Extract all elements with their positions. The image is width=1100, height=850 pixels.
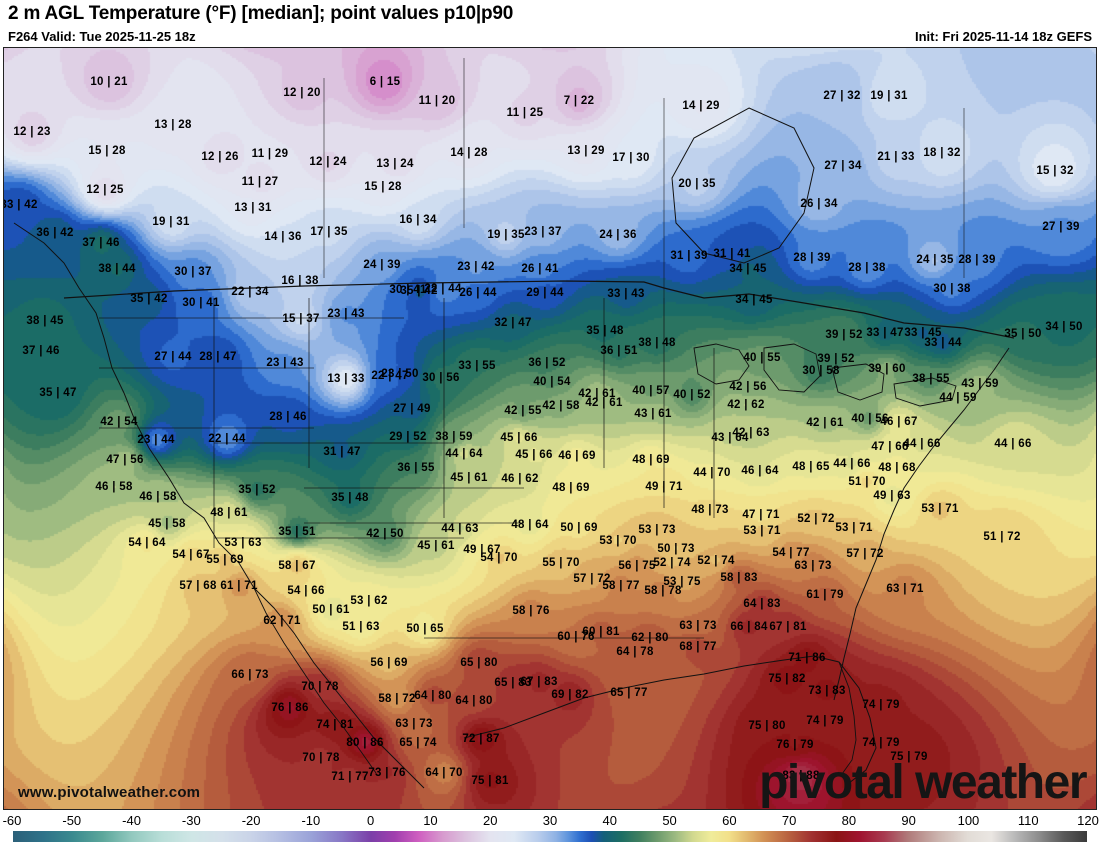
site-url-watermark: www.pivotalweather.com bbox=[18, 784, 201, 801]
colorbar-tick: -40 bbox=[122, 813, 141, 828]
map-panel[interactable]: 10 | 21 12 | 20 12 | 23 13 | 28 6 | 15 11 | 2… bbox=[3, 47, 1097, 810]
colorbar-tick: 0 bbox=[367, 813, 375, 828]
colorbar-gradient bbox=[12, 830, 1088, 843]
colorbar-tick: -20 bbox=[241, 813, 261, 828]
map-borders-overlay bbox=[13, 58, 1015, 789]
colorbar-tick: -30 bbox=[181, 813, 201, 828]
colorbar-tick: 40 bbox=[602, 813, 617, 828]
colorbar: -60 -50 -40 -30 -20 -10 0 10 20 30 40 50 60 70 80 90 100… bbox=[0, 812, 1100, 850]
temperature-field bbox=[4, 48, 1096, 809]
colorbar-tick: 120 bbox=[1077, 813, 1099, 828]
valid-time-label: F264 Valid: Tue 2025-11-25 18z bbox=[8, 29, 196, 44]
brand-watermark: pivotal weather bbox=[759, 756, 1087, 809]
colorbar-tick: -60 bbox=[2, 813, 22, 828]
colorbar-tick: 50 bbox=[662, 813, 677, 828]
colorbar-tick: 70 bbox=[781, 813, 797, 828]
colorbar-tick: 90 bbox=[901, 813, 916, 828]
colorbar-tick: 10 bbox=[423, 813, 438, 828]
colorbar-tick-labels: -60 -50 -40 -30 -20 -10 0 10 20 30 40 50 60 70 80 90 100… bbox=[0, 812, 1100, 829]
colorbar-tick: 60 bbox=[722, 813, 737, 828]
page-title: 2 m AGL Temperature (°F) [median]; point… bbox=[8, 3, 514, 24]
init-time-label: Init: Fri 2025-11-14 18z GEFS bbox=[914, 29, 1092, 44]
header: 2 m AGL Temperature (°F) [median]; point… bbox=[0, 0, 1100, 48]
colorbar-tick: 30 bbox=[542, 813, 558, 828]
colorbar-tick: -10 bbox=[301, 813, 321, 828]
colorbar-tick: -50 bbox=[62, 813, 82, 828]
colorbar-tick: 20 bbox=[482, 813, 498, 828]
colorbar-tick: 100 bbox=[957, 813, 980, 828]
colorbar-tick: 80 bbox=[841, 813, 857, 828]
colorbar-tick: 110 bbox=[1017, 813, 1039, 828]
